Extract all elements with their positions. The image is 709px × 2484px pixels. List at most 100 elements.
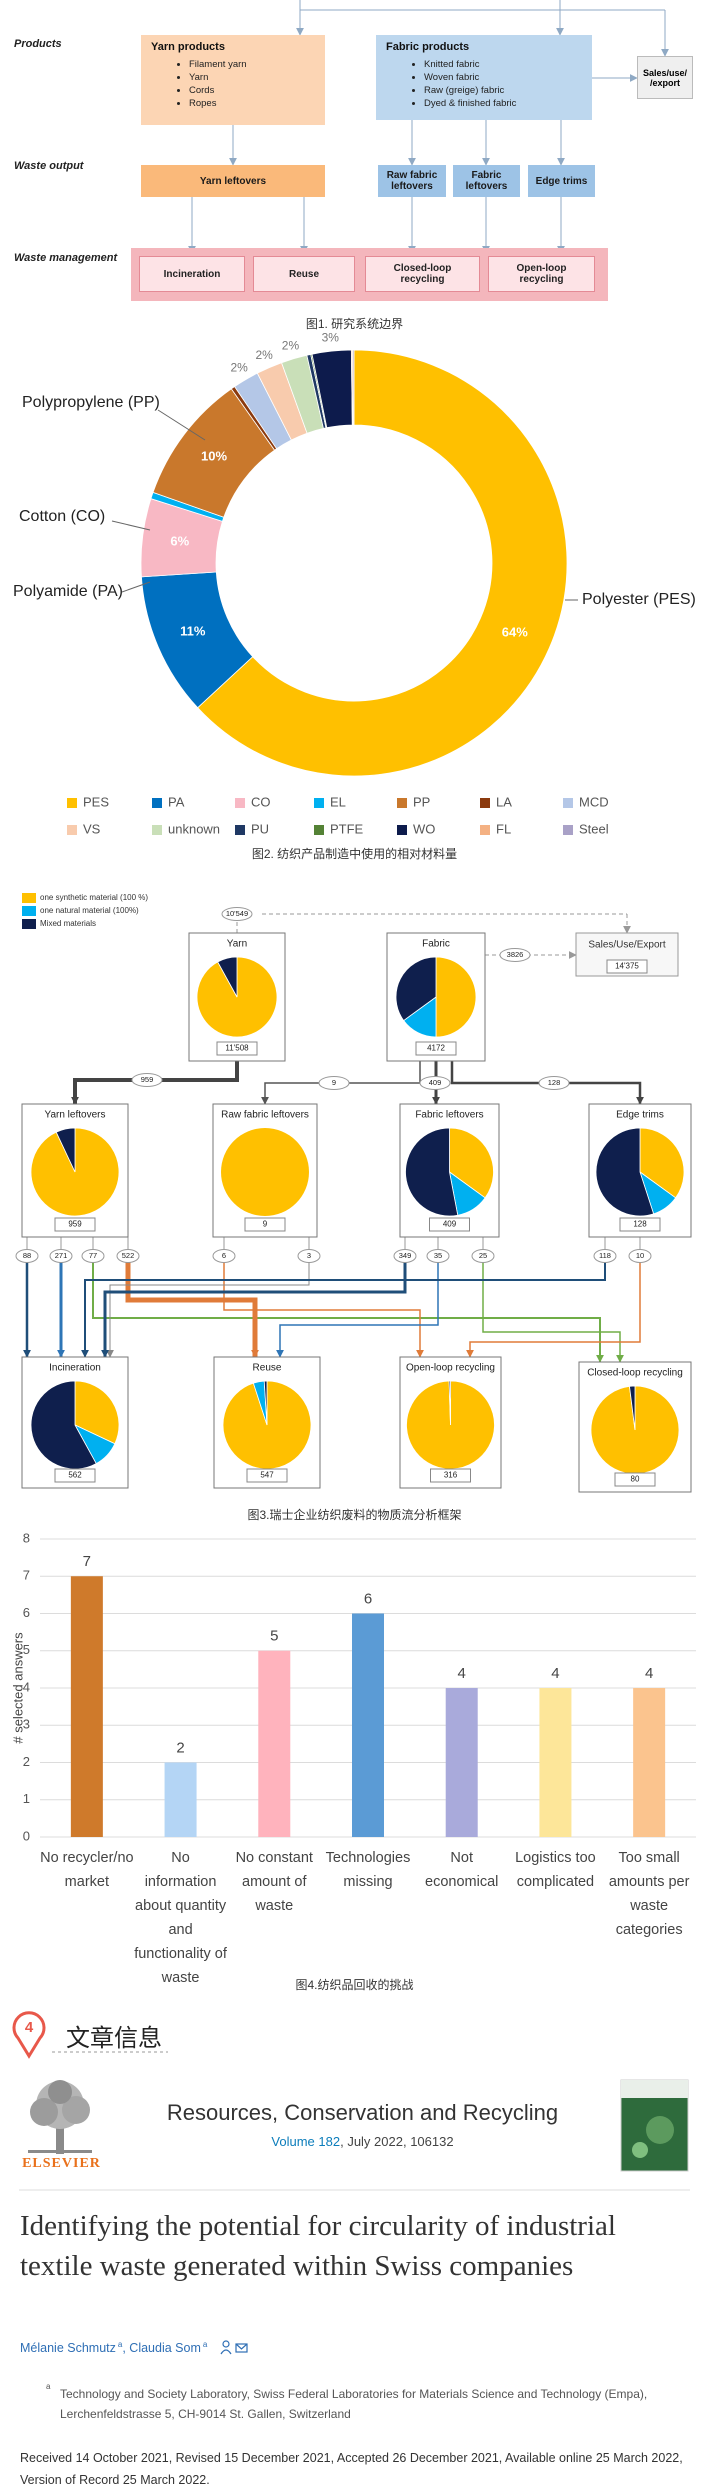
flow-label: 6 (222, 1251, 226, 1260)
figure-caption: 图4.纺织品回收的挑战 (295, 1978, 414, 1992)
waste-output-box: Yarn leftovers (141, 165, 325, 197)
donut-slice (197, 349, 568, 777)
y-axis-label: # selected answers (10, 1632, 25, 1744)
crown (48, 2080, 72, 2104)
authors: Mélanie Schmutz a, Claudia Som a (20, 2340, 207, 2355)
product-box: Fabric products Knitted fabricWoven fabri… (376, 35, 592, 120)
pie-slice (639, 1127, 685, 1199)
connector (482, 1262, 624, 1363)
bar (258, 1650, 291, 1837)
slice-annotation: Polypropylene (PP) (22, 394, 160, 411)
item-list: Filament yarnYarnCordsRopes (151, 58, 315, 110)
flow-bubble (628, 1249, 652, 1263)
trunk (56, 2118, 64, 2154)
sales-amount: 14'375 (615, 962, 639, 971)
list-item: Cords (189, 84, 315, 97)
legend-swatch (22, 919, 36, 929)
donut-slice (352, 349, 355, 426)
volume-link[interactable]: Volume 182 (271, 2134, 341, 2149)
flow-bubble (499, 948, 531, 962)
y-tick-label: 3 (23, 1717, 30, 1732)
figure-caption: 图3.瑞士企业纺织废料的物质流分析框架 (247, 1508, 462, 1522)
waste-output-label: Edge trims (535, 175, 588, 187)
y-tick-label: 6 (23, 1605, 30, 1620)
flow-label: 3 (307, 1251, 311, 1260)
legend-swatch (152, 798, 162, 808)
legend-label: one synthetic material (100 %) (40, 893, 148, 902)
person-icon (222, 2340, 230, 2348)
author-name[interactable]: Claudia Som (129, 2341, 201, 2356)
flow-label: 3826 (507, 950, 524, 959)
connector (276, 1262, 439, 1358)
box-title: Fabric products (386, 41, 470, 53)
author-name[interactable]: Mélanie Schmutz (20, 2341, 116, 2356)
waste-management-box: Closed-loop recycling (365, 256, 480, 292)
flow-bubble (419, 1076, 451, 1090)
flow-label: 271 (55, 1251, 68, 1260)
cover-art (646, 2116, 674, 2144)
legend-label: VS (83, 821, 101, 836)
sales-box: Sales/use/ /export (637, 56, 693, 99)
connector (223, 1262, 424, 1358)
connector (81, 1262, 606, 1358)
amount-box (614, 1472, 656, 1487)
figure-caption: 图1. 研究系统边界 (305, 317, 404, 331)
pie-slice (595, 1127, 655, 1217)
legend-swatch (397, 825, 407, 835)
amount-box (606, 959, 648, 974)
pie-slice (449, 1127, 494, 1199)
pie-slice (448, 1380, 451, 1426)
issue-line: Volume 182, July 2022, 106132 (110, 2134, 615, 2149)
node-label: Yarn (227, 939, 247, 950)
data-label: 2% (231, 361, 249, 375)
section-pin (12, 2011, 168, 2059)
data-label: 2% (255, 348, 273, 362)
leader-line (121, 581, 151, 593)
waste-management-label: Incineration (163, 268, 221, 280)
slice-annotation: Polyamide (PA) (13, 583, 123, 600)
list-item: Ropes (189, 97, 315, 110)
pie-slice (217, 956, 238, 998)
legend-label: PA (168, 794, 185, 809)
legend-label: CO (251, 794, 271, 809)
author-affiliation: a (117, 2340, 123, 2349)
waste-output-box: Raw fabric leftovers (378, 165, 446, 197)
node-label: Incineration (49, 1363, 101, 1374)
flow-bubble (131, 1073, 163, 1087)
flow-label: 959 (141, 1075, 154, 1084)
data-label: 11% (180, 624, 206, 639)
bar (352, 1613, 384, 1837)
waste-management-label: Reuse (288, 268, 319, 280)
legend-label: LA (496, 794, 512, 809)
flow-label: 88 (23, 1251, 31, 1260)
data-label: 64% (502, 625, 528, 640)
data-label: 5 (270, 1628, 278, 1645)
crown (30, 2098, 58, 2126)
flow-label: 25 (479, 1251, 487, 1260)
data-label: 7 (83, 1553, 91, 1570)
amount-box (54, 1217, 96, 1232)
legend-swatch (314, 825, 324, 835)
flow-bubble (297, 1249, 321, 1263)
node-label: Fabric (422, 939, 450, 950)
bar (539, 1688, 572, 1837)
mail-icon (235, 2343, 248, 2353)
list-item: Woven fabric (424, 71, 582, 84)
section-title: 文章信息 (66, 2025, 162, 2052)
pie-slice (74, 1380, 120, 1445)
waste-management-box: Incineration (139, 256, 245, 292)
waste-management-box: Reuse (253, 256, 355, 292)
bar (164, 1762, 197, 1837)
node-label: Yarn leftovers (45, 1110, 106, 1121)
flow-bubble (212, 1249, 236, 1263)
publisher: ELSEVIER (22, 2156, 101, 2171)
data-label: 6 (364, 1590, 372, 1607)
legend-swatch (22, 906, 36, 916)
pie-slice (263, 1380, 268, 1426)
y-tick-label: 7 (23, 1568, 30, 1583)
waste-output-label: Raw fabric leftovers (386, 170, 438, 192)
y-tick-label: 8 (23, 1530, 30, 1545)
list-item: Raw (greige) fabric (424, 84, 582, 97)
